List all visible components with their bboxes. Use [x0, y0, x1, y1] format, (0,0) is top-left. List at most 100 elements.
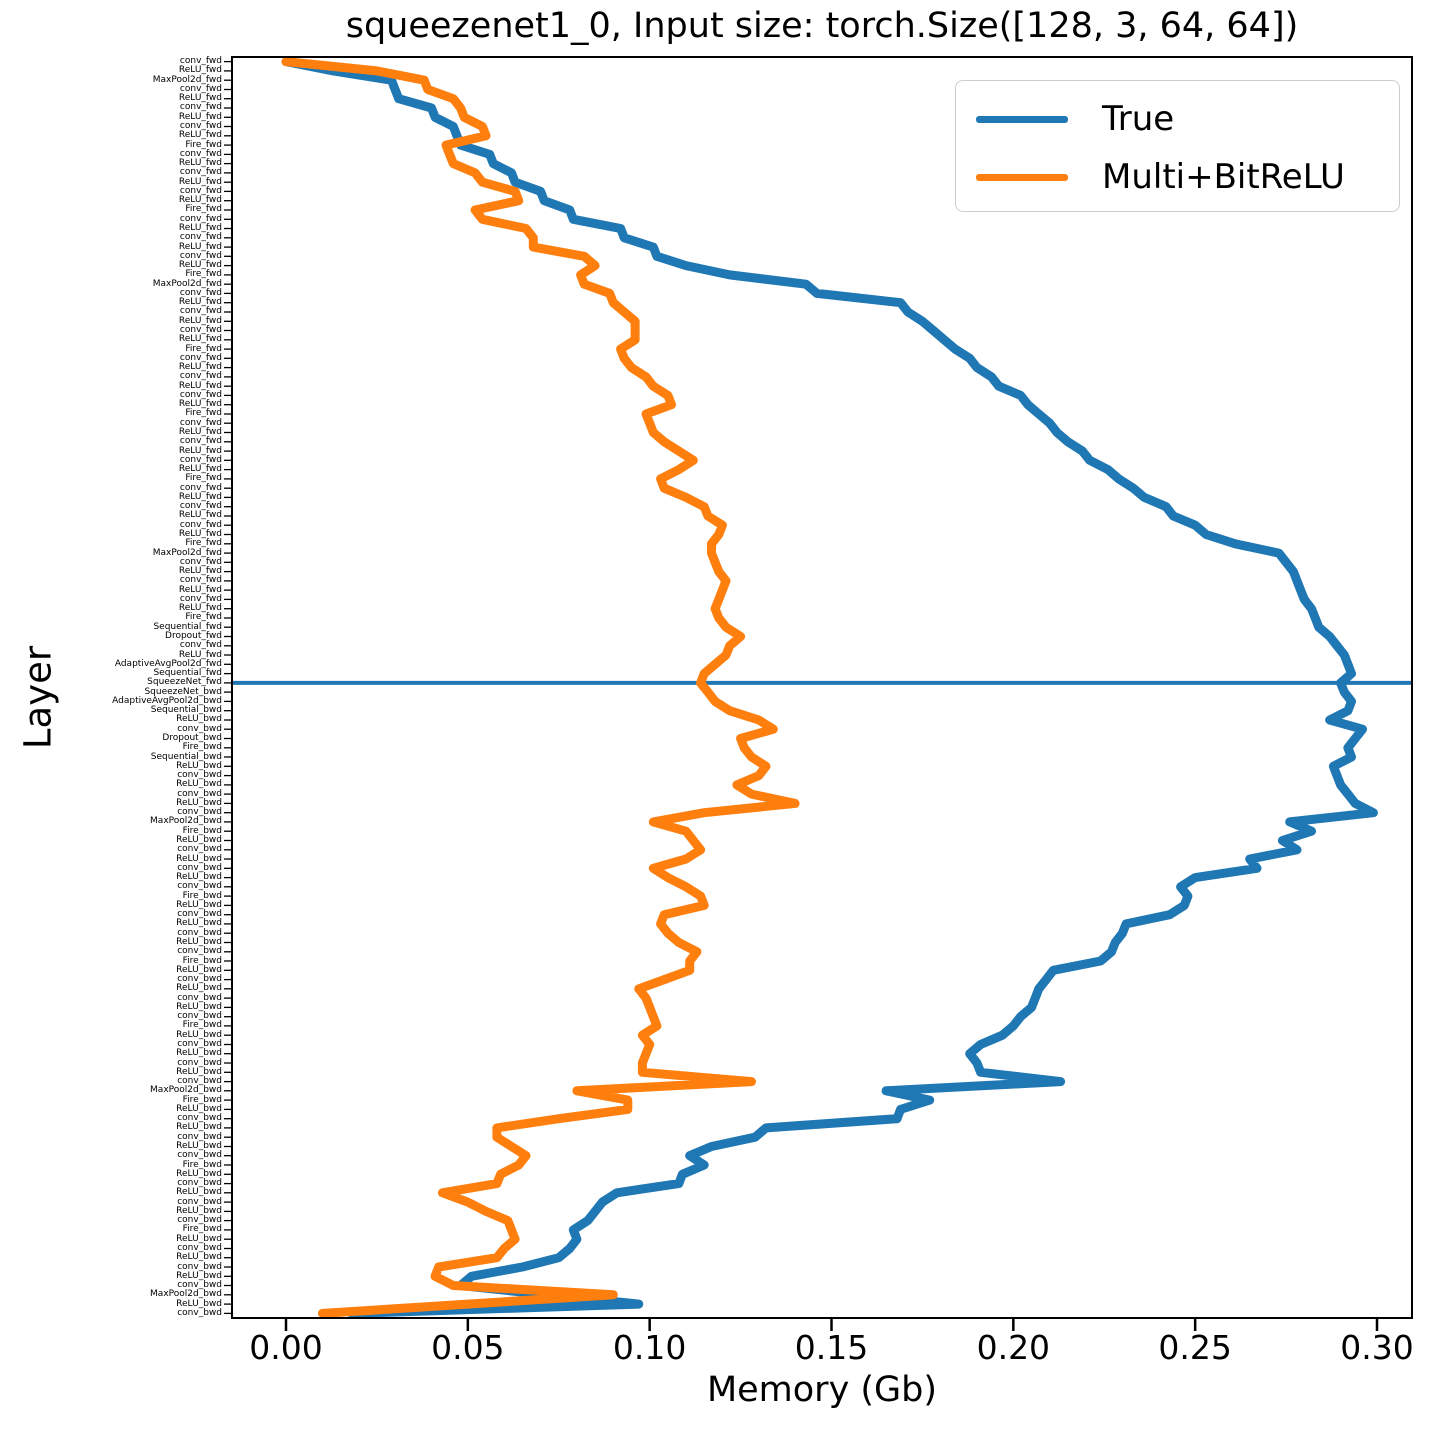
- y-tick-label: conv_fwd: [179, 371, 222, 382]
- y-tick-label: conv_fwd: [179, 389, 222, 400]
- y-tick-label: ReLU_bwd: [176, 1298, 222, 1309]
- y-tick-label: conv_bwd: [177, 1196, 222, 1207]
- y-tick-label: Sequential_fwd: [153, 668, 222, 679]
- y-tick-label: ReLU_fwd: [178, 130, 222, 141]
- y-tick-label: conv_fwd: [179, 575, 222, 586]
- y-tick-label: conv_fwd: [179, 148, 222, 159]
- y-tick-label: conv_bwd: [177, 927, 222, 938]
- legend-entry-multi-bitrelu: Multi+BitReLU: [976, 157, 1345, 197]
- y-tick-label: conv_bwd: [177, 881, 222, 892]
- y-tick-label: conv_fwd: [179, 593, 222, 604]
- y-tick-label: Fire_bwd: [182, 742, 222, 753]
- y-tick-label: conv_fwd: [179, 640, 222, 651]
- y-tick-label: Sequential_fwd: [153, 621, 222, 632]
- y-tick-label: Fire_fwd: [185, 538, 222, 549]
- series-line-multi-bitrelu: [281, 57, 800, 1318]
- y-tick-label: ReLU_fwd: [178, 603, 222, 614]
- series-line-true: [281, 57, 1378, 1318]
- y-tick-label: ReLU_fwd: [178, 223, 222, 234]
- y-tick-label: conv_bwd: [177, 1038, 222, 1049]
- axes-spines: [231, 56, 1413, 1319]
- y-tick-label: ReLU_bwd: [176, 1001, 222, 1012]
- y-tick-label: ReLU_fwd: [178, 445, 222, 456]
- y-tick-label: ReLU_fwd: [178, 649, 222, 660]
- y-tick-label: ReLU_bwd: [176, 1103, 222, 1114]
- y-tick-label: Fire_fwd: [185, 139, 222, 150]
- y-tick-label: conv_bwd: [177, 1131, 222, 1142]
- y-tick-label: ReLU_bwd: [176, 899, 222, 910]
- y-tick-label: MaxPool2d_fwd: [152, 278, 222, 289]
- y-tick-label: conv_fwd: [179, 167, 222, 178]
- y-tick-label: conv_fwd: [179, 325, 222, 336]
- y-tick-label: ReLU_bwd: [176, 1029, 222, 1040]
- y-tick-label: Fire_fwd: [185, 269, 222, 280]
- y-tick-label: ReLU_fwd: [178, 399, 222, 410]
- y-tick-label: ReLU_fwd: [178, 195, 222, 206]
- y-tick-label: MaxPool2d_bwd: [150, 1085, 222, 1096]
- y-tick-label: Fire_fwd: [185, 408, 222, 419]
- y-tick-label: Fire_bwd: [182, 1094, 222, 1105]
- y-tick-label: ReLU_bwd: [176, 1187, 222, 1198]
- y-tick-label: conv_fwd: [179, 185, 222, 196]
- y-tick-label: ReLU_fwd: [178, 464, 222, 475]
- y-tick-label: ReLU_fwd: [178, 111, 222, 122]
- y-tick-label: ReLU_fwd: [178, 158, 222, 169]
- y-tick-label: ReLU_bwd: [176, 964, 222, 975]
- y-tick-label: ReLU_bwd: [176, 1048, 222, 1059]
- y-tick-label: Fire_bwd: [182, 1159, 222, 1170]
- y-tick-label: MaxPool2d_bwd: [150, 816, 222, 827]
- y-tick-label: ReLU_fwd: [178, 241, 222, 252]
- y-tick-label: ReLU_fwd: [178, 584, 222, 595]
- y-tick-label: ReLU_fwd: [178, 334, 222, 345]
- x-tick-label: 0.00: [249, 1328, 323, 1367]
- y-tick-label: conv_fwd: [179, 482, 222, 493]
- y-tick-label: Fire_fwd: [185, 612, 222, 623]
- y-tick-label: ReLU_bwd: [176, 714, 222, 725]
- legend-entry-true: True: [976, 99, 1174, 139]
- y-tick-label: conv_fwd: [179, 213, 222, 224]
- y-tick-label: ReLU_bwd: [176, 853, 222, 864]
- y-tick-label: conv_fwd: [179, 556, 222, 567]
- y-tick-label: ReLU_bwd: [176, 797, 222, 808]
- y-tick-label: Fire_fwd: [185, 343, 222, 354]
- y-tick-label: ReLU_fwd: [178, 566, 222, 577]
- y-tick-label: conv_fwd: [179, 102, 222, 113]
- y-tick-label: conv_bwd: [177, 1113, 222, 1124]
- y-tick-label: MaxPool2d_bwd: [150, 1289, 222, 1300]
- y-tick-label: ReLU_fwd: [178, 93, 222, 104]
- y-tick-label: ReLU_fwd: [178, 315, 222, 326]
- y-tick-label: Fire_bwd: [182, 955, 222, 966]
- y-tick-label: conv_fwd: [179, 501, 222, 512]
- y-tick-label: conv_bwd: [177, 1280, 222, 1291]
- y-tick-label: conv_bwd: [177, 770, 222, 781]
- y-tick-label: conv_bwd: [177, 1242, 222, 1253]
- x-tick-label: 0.20: [976, 1328, 1051, 1367]
- y-tick-label: SqueezeNet_fwd: [147, 677, 222, 688]
- y-tick-label: conv_fwd: [179, 232, 222, 243]
- legend-label-true: True: [1102, 99, 1175, 139]
- chart-title: squeezenet1_0, Input size: torch.Size([1…: [345, 6, 1299, 46]
- x-tick-label: 0.25: [1158, 1328, 1232, 1367]
- y-tick-label: conv_fwd: [179, 417, 222, 428]
- y-tick-label: conv_bwd: [177, 844, 222, 855]
- y-tick-label: conv_fwd: [179, 454, 222, 465]
- x-axis-label: Memory (Gb): [706, 1370, 938, 1410]
- y-tick-label: SqueezeNet_bwd: [144, 686, 222, 697]
- y-tick-label: AdaptiveAvgPool2d_fwd: [114, 658, 222, 669]
- y-tick-label: Sequential_bwd: [150, 705, 222, 716]
- x-tick-label: 0.10: [612, 1328, 687, 1367]
- legend-label-multi-bitrelu: Multi+BitReLU: [1102, 157, 1345, 197]
- y-tick-label: conv_bwd: [177, 1261, 222, 1272]
- y-tick-label: Sequential_bwd: [150, 751, 222, 762]
- y-tick-label: conv_bwd: [177, 1057, 222, 1068]
- y-tick-label: ReLU_bwd: [176, 1205, 222, 1216]
- y-tick-label: conv_bwd: [177, 992, 222, 1003]
- y-tick-label: Dropout_fwd: [165, 631, 222, 641]
- y-tick-label: ReLU_bwd: [176, 1233, 222, 1244]
- y-tick-label: conv_bwd: [177, 1150, 222, 1161]
- y-tick-label: conv_fwd: [179, 519, 222, 530]
- y-tick-label: conv_bwd: [177, 1307, 222, 1318]
- y-tick-label: Fire_fwd: [185, 473, 222, 484]
- y-tick-label: conv_bwd: [177, 1076, 222, 1087]
